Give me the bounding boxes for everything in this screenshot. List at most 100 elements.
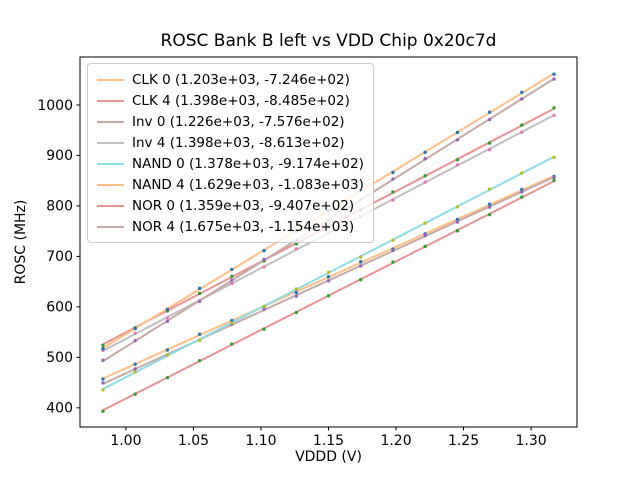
data-point-Inv-0 bbox=[262, 307, 266, 311]
data-point-NAND-4 bbox=[197, 286, 202, 291]
data-point-NOR-0 bbox=[294, 310, 298, 315]
data-point-CLK-0 bbox=[326, 275, 331, 279]
data-point-NAND-0 bbox=[230, 321, 234, 325]
data-point-NAND-4 bbox=[520, 90, 524, 95]
data-point-NAND-0 bbox=[487, 187, 492, 191]
data-point-CLK-4 bbox=[423, 174, 427, 178]
data-point-NOR-4 bbox=[455, 138, 460, 142]
data-point-CLK-4 bbox=[455, 158, 460, 162]
y-tick-label: 700 bbox=[46, 249, 73, 265]
y-tick-label: 800 bbox=[46, 199, 73, 215]
data-point-Inv-0 bbox=[391, 248, 395, 253]
chart-title: ROSC Bank B left vs VDD Chip 0x20c7d bbox=[160, 31, 497, 51]
legend-label: NAND 4 (1.629e+03, -1.083e+03) bbox=[132, 176, 364, 193]
data-point-NOR-0 bbox=[391, 260, 395, 264]
legend-line-sample bbox=[97, 78, 124, 81]
data-point-NOR-4 bbox=[165, 319, 170, 324]
data-point-Inv-4 bbox=[230, 281, 234, 286]
legend-label: CLK 0 (1.203e+03, -7.246e+02) bbox=[132, 71, 350, 88]
data-point-NAND-0 bbox=[262, 304, 266, 308]
data-point-NAND-0 bbox=[165, 353, 170, 357]
legend-item: Inv 0 (1.226e+03, -7.576e+02) bbox=[97, 111, 364, 132]
data-point-Inv-0 bbox=[520, 190, 524, 194]
data-point-CLK-0 bbox=[294, 290, 298, 295]
data-point-CLK-0 bbox=[520, 187, 524, 192]
data-point-NOR-0 bbox=[101, 409, 105, 413]
legend-line-sample bbox=[97, 204, 124, 207]
data-point-CLK-0 bbox=[230, 318, 234, 323]
data-point-Inv-4 bbox=[423, 180, 427, 184]
data-point-NAND-0 bbox=[520, 171, 524, 175]
legend-line-sample bbox=[97, 141, 124, 144]
data-point-NOR-0 bbox=[423, 244, 427, 249]
data-point-NOR-4 bbox=[552, 77, 556, 81]
data-point-NAND-4 bbox=[262, 248, 266, 253]
data-point-NOR-4 bbox=[262, 257, 266, 262]
data-point-NOR-4 bbox=[133, 339, 137, 343]
data-point-NOR-0 bbox=[359, 278, 363, 282]
data-point-NAND-4 bbox=[391, 170, 395, 175]
legend-label: Inv 4 (1.398e+03, -8.613e+02) bbox=[132, 134, 345, 151]
legend-item: Inv 4 (1.398e+03, -8.613e+02) bbox=[97, 132, 364, 153]
data-point-NAND-0 bbox=[326, 270, 331, 274]
x-tick-label: 1.30 bbox=[515, 433, 546, 449]
data-point-NOR-4 bbox=[101, 358, 105, 362]
data-point-Inv-0 bbox=[455, 220, 460, 224]
data-point-Inv-0 bbox=[359, 264, 363, 268]
data-point-NOR-0 bbox=[165, 376, 170, 380]
legend-line-sample bbox=[97, 225, 124, 228]
data-point-NOR-4 bbox=[520, 97, 524, 101]
data-point-Inv-0 bbox=[423, 233, 427, 238]
data-point-NOR-0 bbox=[520, 195, 524, 199]
data-point-CLK-4 bbox=[552, 106, 556, 110]
x-axis-label: VDDD (V) bbox=[295, 449, 362, 465]
data-point-Inv-4 bbox=[552, 113, 556, 118]
data-point-NAND-0 bbox=[391, 238, 395, 242]
data-point-NAND-0 bbox=[294, 287, 298, 291]
legend-label: Inv 0 (1.226e+03, -7.576e+02) bbox=[132, 113, 345, 130]
data-point-NOR-0 bbox=[262, 327, 266, 331]
data-point-NAND-0 bbox=[133, 370, 137, 374]
legend-item: CLK 0 (1.203e+03, -7.246e+02) bbox=[97, 69, 364, 90]
legend-item: CLK 4 (1.398e+03, -8.485e+02) bbox=[97, 90, 364, 111]
data-point-NOR-0 bbox=[487, 212, 492, 217]
data-point-NOR-0 bbox=[197, 358, 202, 363]
data-point-NOR-4 bbox=[423, 157, 427, 161]
data-point-NAND-0 bbox=[455, 205, 460, 209]
legend-label: NOR 4 (1.675e+03, -1.154e+03) bbox=[132, 218, 355, 235]
data-point-NOR-0 bbox=[455, 229, 460, 233]
y-tick-label: 400 bbox=[46, 401, 73, 417]
data-point-Inv-4 bbox=[294, 247, 298, 251]
legend: CLK 0 (1.203e+03, -7.246e+02) CLK 4 (1.39… bbox=[87, 63, 374, 243]
x-tick-label: 1.25 bbox=[448, 433, 479, 449]
data-point-NAND-0 bbox=[101, 388, 105, 392]
data-point-NAND-0 bbox=[359, 255, 363, 259]
legend-item: NAND 0 (1.378e+03, -9.174e+02) bbox=[97, 153, 364, 174]
data-point-CLK-4 bbox=[487, 141, 492, 145]
data-point-Inv-0 bbox=[552, 175, 556, 180]
data-point-CLK-0 bbox=[455, 217, 460, 222]
data-point-NAND-4 bbox=[552, 72, 556, 76]
data-point-CLK-4 bbox=[391, 190, 395, 194]
x-tick-label: 1.15 bbox=[313, 433, 344, 449]
data-point-Inv-0 bbox=[487, 205, 492, 209]
y-tick-label: 1000 bbox=[37, 98, 73, 114]
legend-line-sample bbox=[97, 162, 124, 165]
data-point-CLK-4 bbox=[520, 123, 524, 127]
legend-line-sample bbox=[97, 99, 124, 102]
legend-line-sample bbox=[97, 120, 124, 123]
data-point-NOR-0 bbox=[326, 294, 331, 298]
legend-label: CLK 4 (1.398e+03, -8.485e+02) bbox=[132, 92, 350, 109]
data-point-Inv-4 bbox=[262, 265, 266, 269]
data-point-Inv-0 bbox=[101, 381, 105, 385]
data-point-NAND-0 bbox=[552, 155, 556, 160]
data-point-CLK-4 bbox=[230, 274, 234, 279]
data-point-CLK-0 bbox=[133, 362, 137, 366]
data-point-NOR-0 bbox=[552, 178, 556, 183]
data-point-Inv-0 bbox=[294, 294, 298, 298]
y-axis-label: ROSC (MHz) bbox=[13, 199, 29, 285]
data-point-NAND-4 bbox=[133, 326, 137, 331]
data-point-NOR-4 bbox=[487, 117, 492, 122]
data-point-NOR-4 bbox=[197, 299, 202, 304]
data-point-NAND-4 bbox=[455, 130, 460, 135]
